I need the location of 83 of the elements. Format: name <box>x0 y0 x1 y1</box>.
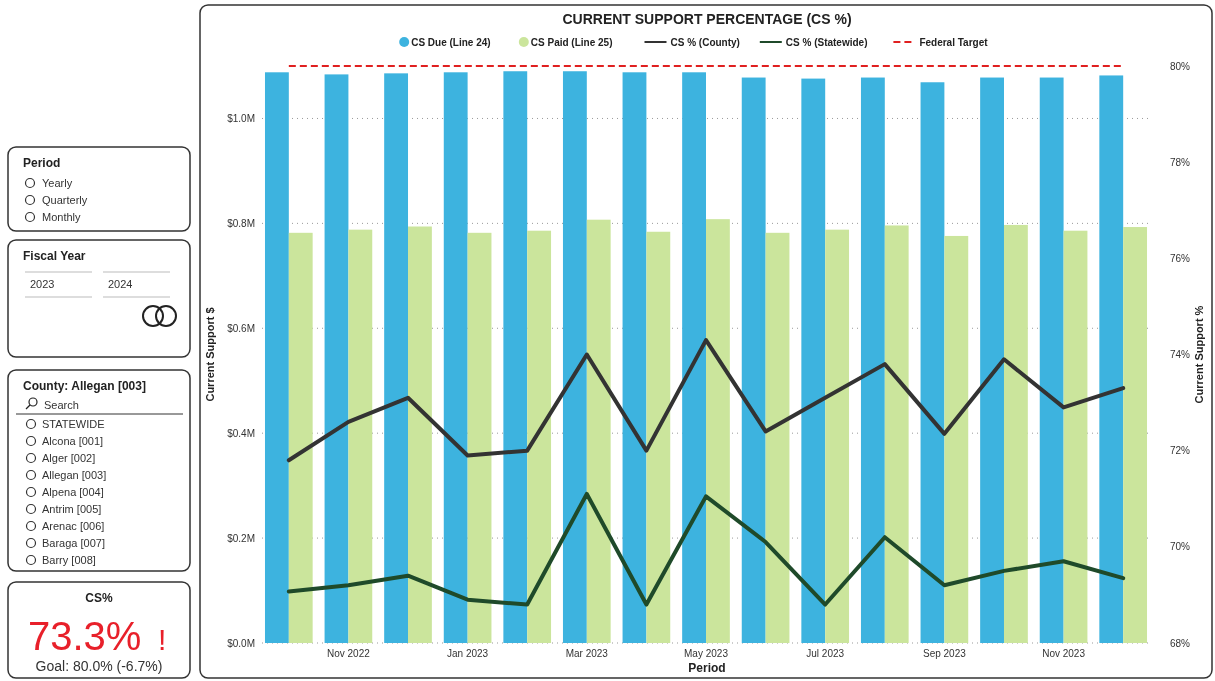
text: Barry [008] <box>42 554 96 566</box>
bar <box>562 71 587 643</box>
x-tick-label: Mar 2023 <box>565 648 609 659</box>
bar <box>467 232 492 643</box>
text: Period <box>23 156 61 170</box>
legend-label: CS % (Statewide) <box>785 37 868 48</box>
text: Quarterly <box>42 194 88 206</box>
x-axis-title: Period <box>688 661 726 675</box>
bar <box>980 77 1004 643</box>
bar <box>1123 227 1148 643</box>
y2-tick-label: 76% <box>1170 252 1191 264</box>
y-tick-label: $0.6M <box>227 322 255 334</box>
y2-tick-label: 78% <box>1170 156 1191 168</box>
text: Search <box>44 399 79 411</box>
legend-label: CS Due (Line 24) <box>411 37 491 48</box>
text: Arenac [006] <box>42 520 105 532</box>
bar <box>920 82 945 643</box>
bar <box>443 72 468 643</box>
text: Baraga [007] <box>42 537 105 549</box>
text: Antrim [005] <box>42 503 102 515</box>
bar <box>622 72 647 643</box>
text: 2024 <box>108 278 133 290</box>
bar <box>264 72 289 643</box>
bar <box>384 73 409 643</box>
bar <box>741 77 766 643</box>
text: 73.3% <box>28 614 142 658</box>
bar <box>1003 224 1028 643</box>
text: STATEWIDE <box>42 418 105 430</box>
bar <box>801 78 826 643</box>
bar <box>288 232 313 643</box>
y-tick-label: $0.2M <box>227 532 255 544</box>
y2-tick-label: 70% <box>1170 541 1191 553</box>
y-tick-label: $0.0M <box>227 637 255 649</box>
y2-tick-label: 80% <box>1170 60 1191 72</box>
legend-label: CS % (County) <box>670 37 740 48</box>
legend-label: Federal Target <box>919 37 989 48</box>
y-tick-label: $1.0M <box>227 112 255 124</box>
text: Alcona [001] <box>42 435 104 447</box>
bar <box>646 231 671 643</box>
x-tick-label: Sep 2023 <box>922 648 967 659</box>
bar <box>324 74 349 643</box>
text: County: Allegan [003] <box>23 379 146 393</box>
bar <box>825 229 850 643</box>
bar <box>348 229 373 643</box>
bar <box>1099 75 1124 643</box>
text: Alger [002] <box>42 452 96 464</box>
x-tick-label: Nov 2023 <box>1042 648 1086 659</box>
bar <box>944 235 969 643</box>
bar <box>884 225 909 643</box>
bar <box>682 72 706 643</box>
text: Yearly <box>42 177 73 189</box>
bar <box>1063 230 1088 643</box>
x-tick-label: Jul 2023 <box>806 648 845 659</box>
y-tick-label: $0.4M <box>227 427 255 439</box>
y2-tick-label: 74% <box>1170 349 1191 360</box>
x-tick-label: Jan 2023 <box>447 648 489 659</box>
bar <box>860 77 885 643</box>
bar <box>586 219 611 643</box>
bar <box>1039 77 1064 643</box>
y2-tick-label: 68% <box>1170 637 1191 649</box>
bar <box>503 71 528 643</box>
text: ! <box>158 623 167 656</box>
text: 2023 <box>30 278 55 290</box>
text: Fiscal Year <box>23 249 86 263</box>
line-series <box>286 338 1126 463</box>
text: Allegan [003] <box>42 469 107 481</box>
text: Goal: 80.0% (-6.7%) <box>35 658 163 674</box>
y2-tick-label: 72% <box>1170 445 1191 457</box>
x-tick-label: May 2023 <box>684 648 729 659</box>
x-tick-label: Nov 2022 <box>327 648 371 659</box>
text: Alpena [004] <box>42 486 104 498</box>
bar <box>706 219 730 643</box>
y-axis-title: Current Support $ <box>204 307 216 402</box>
chart-title: CURRENT SUPPORT PERCENTAGE (CS %) <box>562 11 852 27</box>
y2-axis-title: Current Support % <box>1193 305 1205 404</box>
text: CS% <box>85 591 113 605</box>
bar <box>527 230 552 643</box>
bar <box>408 226 432 643</box>
text: Monthly <box>42 211 82 223</box>
bar <box>765 232 790 643</box>
legend-label: CS Paid (Line 25) <box>530 37 613 48</box>
line-series <box>286 491 1126 607</box>
y-tick-label: $0.8M <box>227 217 255 229</box>
